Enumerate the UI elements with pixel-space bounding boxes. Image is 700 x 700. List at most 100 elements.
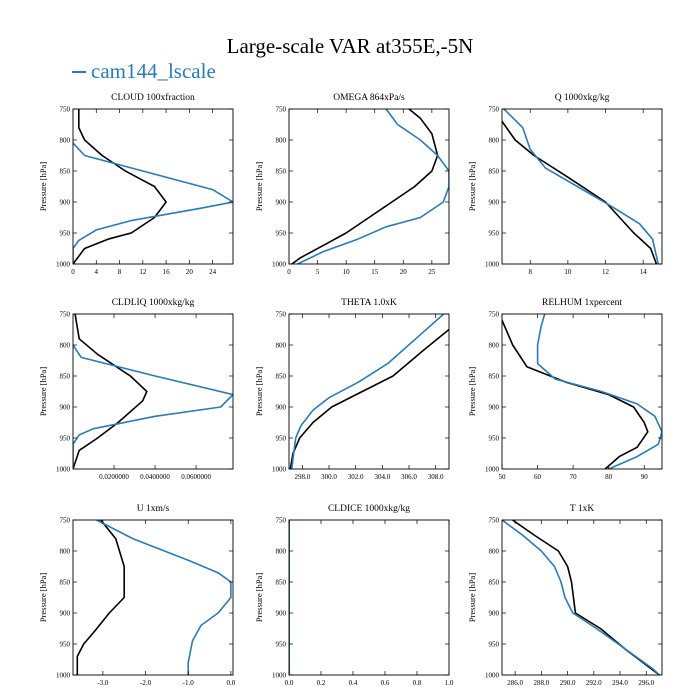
x-tick-label: 20 (186, 268, 194, 276)
x-tick-label: 288.0 (533, 679, 549, 687)
x-tick-label: 60 (534, 473, 542, 481)
plot-frame (72, 313, 234, 470)
x-tick-label: 0 (287, 268, 291, 276)
y-tick-label: 750 (489, 311, 500, 319)
y-tick-label: 750 (60, 311, 71, 319)
panel-title: CLDLIQ 1000xkg/kg (112, 298, 195, 308)
panel-title: T 1xK (570, 504, 595, 514)
plot-frame (501, 519, 663, 676)
y-tick-label: 1000 (56, 672, 71, 680)
panel-cldliq: CLDLIQ 1000xkg/kg Pressure [hPa] 750 800 850… (38, 298, 234, 481)
x-tick-label: 12 (602, 268, 610, 276)
y-tick-label: 850 (489, 168, 500, 176)
x-tick-label: 290.0 (560, 679, 576, 687)
y-tick-label: 750 (276, 106, 287, 114)
x-tick-label: 90 (641, 473, 649, 481)
figure-title: Large-scale VAR at355E,-5N (226, 34, 474, 58)
series-reference-line (73, 314, 148, 469)
x-tick-label: 0.0400000 (140, 473, 170, 481)
x-tick-label: 8 (118, 268, 122, 276)
y-tick-label: 800 (276, 137, 287, 145)
y-tick-label: 800 (489, 342, 500, 350)
y-tick-label: 950 (276, 435, 287, 443)
series-cam144-lscale-line (536, 314, 662, 469)
x-tick-label: -1.0 (183, 679, 195, 687)
plot-frame (72, 519, 234, 676)
x-tick-label: 0.6 (381, 679, 390, 687)
x-tick-label: 0.8 (413, 679, 422, 687)
panel-q: Q 1000xkg/kg Pressure [hPa] 750 800 850 900 95… (467, 93, 663, 276)
y-tick-label: 1000 (272, 672, 287, 680)
x-tick-label: 0.0200000 (99, 473, 129, 481)
y-tick-label: 850 (489, 579, 500, 587)
x-tick-label: 4 (95, 268, 99, 276)
x-tick-label: 0.0 (285, 679, 294, 687)
panel-title: CLDICE 1000xkg/kg (328, 504, 410, 514)
y-tick-label: 900 (60, 610, 71, 618)
panel-title: THETA 1.0xK (341, 298, 397, 308)
x-tick-label: 70 (570, 473, 578, 481)
x-tick-label: 306.0 (401, 473, 417, 481)
series-reference-line (502, 120, 658, 264)
y-tick-label: 1000 (485, 466, 500, 474)
series-reference-line (73, 109, 167, 264)
y-tick-label: 1000 (272, 466, 287, 474)
series-cam144-lscale-line (290, 314, 445, 469)
y-tick-label: 900 (489, 404, 500, 412)
y-tick-label: 750 (489, 517, 500, 525)
panel-relhum: RELHUM 1xpercent Pressure [hPa] 750 800 850 9… (467, 298, 663, 481)
panel-title: CLOUD 100xfraction (111, 92, 195, 103)
y-tick-label: 1000 (272, 261, 287, 269)
series-cam144-lscale-line (297, 109, 449, 264)
y-tick-label: 900 (276, 610, 287, 618)
x-tick-label: 286.0 (507, 679, 523, 687)
x-tick-label: 308.0 (428, 473, 444, 481)
x-tick-label: 5 (316, 268, 320, 276)
plot-frame (288, 313, 450, 470)
y-tick-label: 750 (60, 106, 71, 114)
x-tick-label: 300.0 (321, 473, 337, 481)
x-tick-label: 24 (209, 268, 217, 276)
x-tick-label: 8 (528, 268, 532, 276)
y-tick-label: 900 (60, 199, 71, 207)
x-tick-label: 302.0 (348, 473, 364, 481)
legend-label: cam144_lscale (91, 59, 216, 83)
y-tick-label: 800 (276, 548, 287, 556)
panel-cloud: CLOUD 100xfraction Pressure [hPa] 750 800 85… (38, 92, 234, 276)
y-tick-label: 1000 (485, 261, 500, 269)
x-tick-label: 0.0600000 (181, 473, 211, 481)
y-tick-label: 850 (60, 373, 71, 381)
y-tick-label: 750 (60, 517, 71, 525)
y-tick-label: 800 (60, 137, 71, 145)
x-tick-label: 0.0 (226, 679, 235, 687)
y-tick-label: 850 (276, 579, 287, 587)
x-tick-label: 0.2 (317, 679, 326, 687)
panel-title: U 1xm/s (137, 504, 170, 514)
x-tick-label: -2.0 (140, 679, 152, 687)
y-axis-label: Pressure [hPa] (467, 367, 477, 417)
y-tick-label: 950 (489, 230, 500, 238)
y-tick-label: 950 (489, 435, 500, 443)
y-tick-label: 950 (60, 230, 71, 238)
series-cam144-lscale-line (96, 520, 232, 675)
series-reference-line (76, 520, 125, 675)
y-tick-label: 800 (489, 137, 500, 145)
legend-swatch (72, 71, 86, 73)
y-tick-label: 900 (489, 199, 500, 207)
x-tick-label: 10 (564, 268, 572, 276)
x-tick-label: -3.0 (97, 679, 109, 687)
x-tick-label: 0 (71, 268, 75, 276)
x-tick-label: 16 (163, 268, 171, 276)
y-axis-label: Pressure [hPa] (467, 162, 477, 212)
panel-title: OMEGA 864xPa/s (333, 93, 405, 103)
series-reference-line (512, 520, 660, 675)
panel-t: T 1xK Pressure [hPa] 750 800 850 900 950 1000 28… (467, 504, 663, 687)
series-reference-line (291, 109, 439, 264)
y-axis-label: Pressure [hPa] (38, 367, 48, 417)
y-axis-label: Pressure [hPa] (254, 367, 264, 417)
figure-header: Large-scale VAR at355E,-5N cam144_lscale (0, 0, 700, 83)
y-tick-label: 900 (489, 610, 500, 618)
series-cam144-lscale-line (73, 344, 233, 469)
plot-frame (72, 108, 234, 265)
